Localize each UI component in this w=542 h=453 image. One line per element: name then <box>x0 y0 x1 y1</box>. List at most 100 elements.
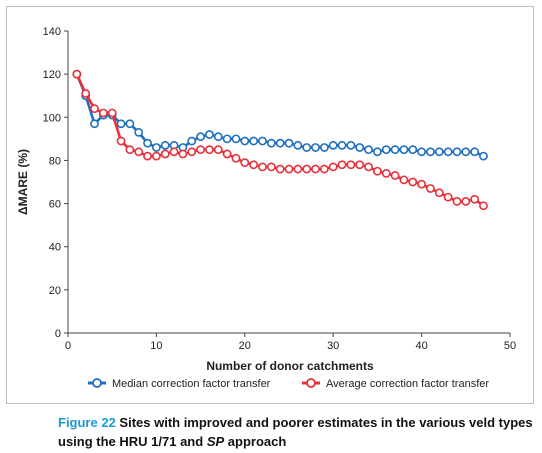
y-axis-label: ΔMARE (%) <box>16 149 30 215</box>
data-point <box>452 197 462 206</box>
data-point <box>196 145 205 155</box>
data-point <box>266 162 276 172</box>
data-point <box>337 140 347 150</box>
data-point <box>399 145 409 155</box>
data-point <box>196 132 205 142</box>
legend-label-median: Median correction factor transfer <box>112 378 271 390</box>
data-point <box>461 197 471 206</box>
series-average <box>72 69 488 211</box>
legend-item-median: Median correction factor transfer <box>88 378 271 390</box>
legend-label-average: Average correction factor transfer <box>326 378 489 390</box>
data-point <box>417 179 426 189</box>
data-point <box>125 145 135 155</box>
data-point <box>275 138 285 148</box>
x-tick-label: 30 <box>327 340 339 352</box>
caption-italic: SP <box>206 434 225 449</box>
x-axis-label: Number of donor catchments <box>206 359 374 373</box>
data-point <box>205 130 214 139</box>
data-point <box>240 136 250 146</box>
data-point <box>107 108 117 118</box>
data-point <box>426 184 435 193</box>
data-point <box>187 136 197 146</box>
data-point <box>346 160 356 170</box>
x-tick-label: 10 <box>150 340 162 352</box>
data-point <box>470 194 480 204</box>
data-point <box>443 147 453 157</box>
data-point <box>160 149 170 159</box>
series-median <box>72 69 488 161</box>
data-point <box>434 188 444 198</box>
data-point <box>408 145 418 155</box>
y-tick-label: 60 <box>49 199 61 211</box>
data-point <box>231 134 241 144</box>
legend: Median correction factor transfer Averag… <box>88 378 489 390</box>
data-point <box>134 127 144 137</box>
data-point <box>81 89 91 98</box>
data-point <box>249 136 259 146</box>
figure-label: Figure 22 <box>58 415 116 430</box>
data-point <box>470 147 480 157</box>
y-tick-label: 20 <box>49 285 61 297</box>
chart: 0 20 40 60 80 100 120 140 0 10 20 30 40 50 Number of … <box>16 26 516 390</box>
data-point <box>231 153 241 163</box>
data-point <box>293 164 303 174</box>
data-point <box>417 147 426 157</box>
figure-caption: Figure 22 Sites with improved and poorer… <box>58 413 536 451</box>
data-point <box>169 147 179 157</box>
y-tick-label: 40 <box>49 242 61 254</box>
data-point <box>266 138 276 148</box>
data-point <box>258 162 267 172</box>
data-point <box>213 132 223 142</box>
data-point <box>178 149 188 159</box>
data-point <box>293 140 303 150</box>
data-point <box>240 158 250 167</box>
data-point <box>390 171 400 180</box>
x-tick-label: 50 <box>504 340 516 352</box>
data-point <box>372 166 382 176</box>
y-tick-label: 140 <box>43 26 61 38</box>
data-point <box>90 104 99 114</box>
data-point <box>249 160 259 170</box>
data-point <box>134 147 144 157</box>
data-point <box>381 145 391 155</box>
data-point <box>143 151 152 161</box>
data-point <box>302 164 312 174</box>
data-point <box>98 108 108 118</box>
data-point <box>364 162 373 172</box>
data-point <box>346 140 356 150</box>
data-point <box>355 143 365 152</box>
data-point <box>426 147 435 157</box>
data-point <box>143 138 152 148</box>
data-point <box>302 143 312 152</box>
data-point <box>72 69 82 79</box>
data-point <box>284 138 294 148</box>
data-point <box>479 151 488 161</box>
y-tick-label: 120 <box>43 69 61 81</box>
data-point <box>205 145 214 155</box>
data-point <box>337 160 347 170</box>
data-point <box>258 136 267 146</box>
data-point <box>160 140 170 150</box>
data-point <box>151 151 161 161</box>
series-layer <box>72 69 488 211</box>
x-tick-label: 20 <box>239 340 251 352</box>
data-point <box>311 143 320 152</box>
data-point <box>284 164 294 174</box>
data-point <box>355 160 365 170</box>
data-point <box>116 136 126 146</box>
data-point <box>443 192 453 202</box>
data-point <box>328 162 338 172</box>
data-point <box>452 147 462 157</box>
chart-frame <box>6 6 534 404</box>
caption-text-end: approach <box>224 434 287 449</box>
data-point <box>222 149 232 159</box>
data-point <box>434 147 444 157</box>
data-point <box>319 143 329 152</box>
data-point <box>372 147 382 157</box>
data-point <box>187 147 197 157</box>
data-point <box>408 177 418 187</box>
data-point <box>151 143 161 152</box>
data-point <box>461 147 471 157</box>
data-point <box>90 119 99 129</box>
data-point <box>328 140 338 150</box>
